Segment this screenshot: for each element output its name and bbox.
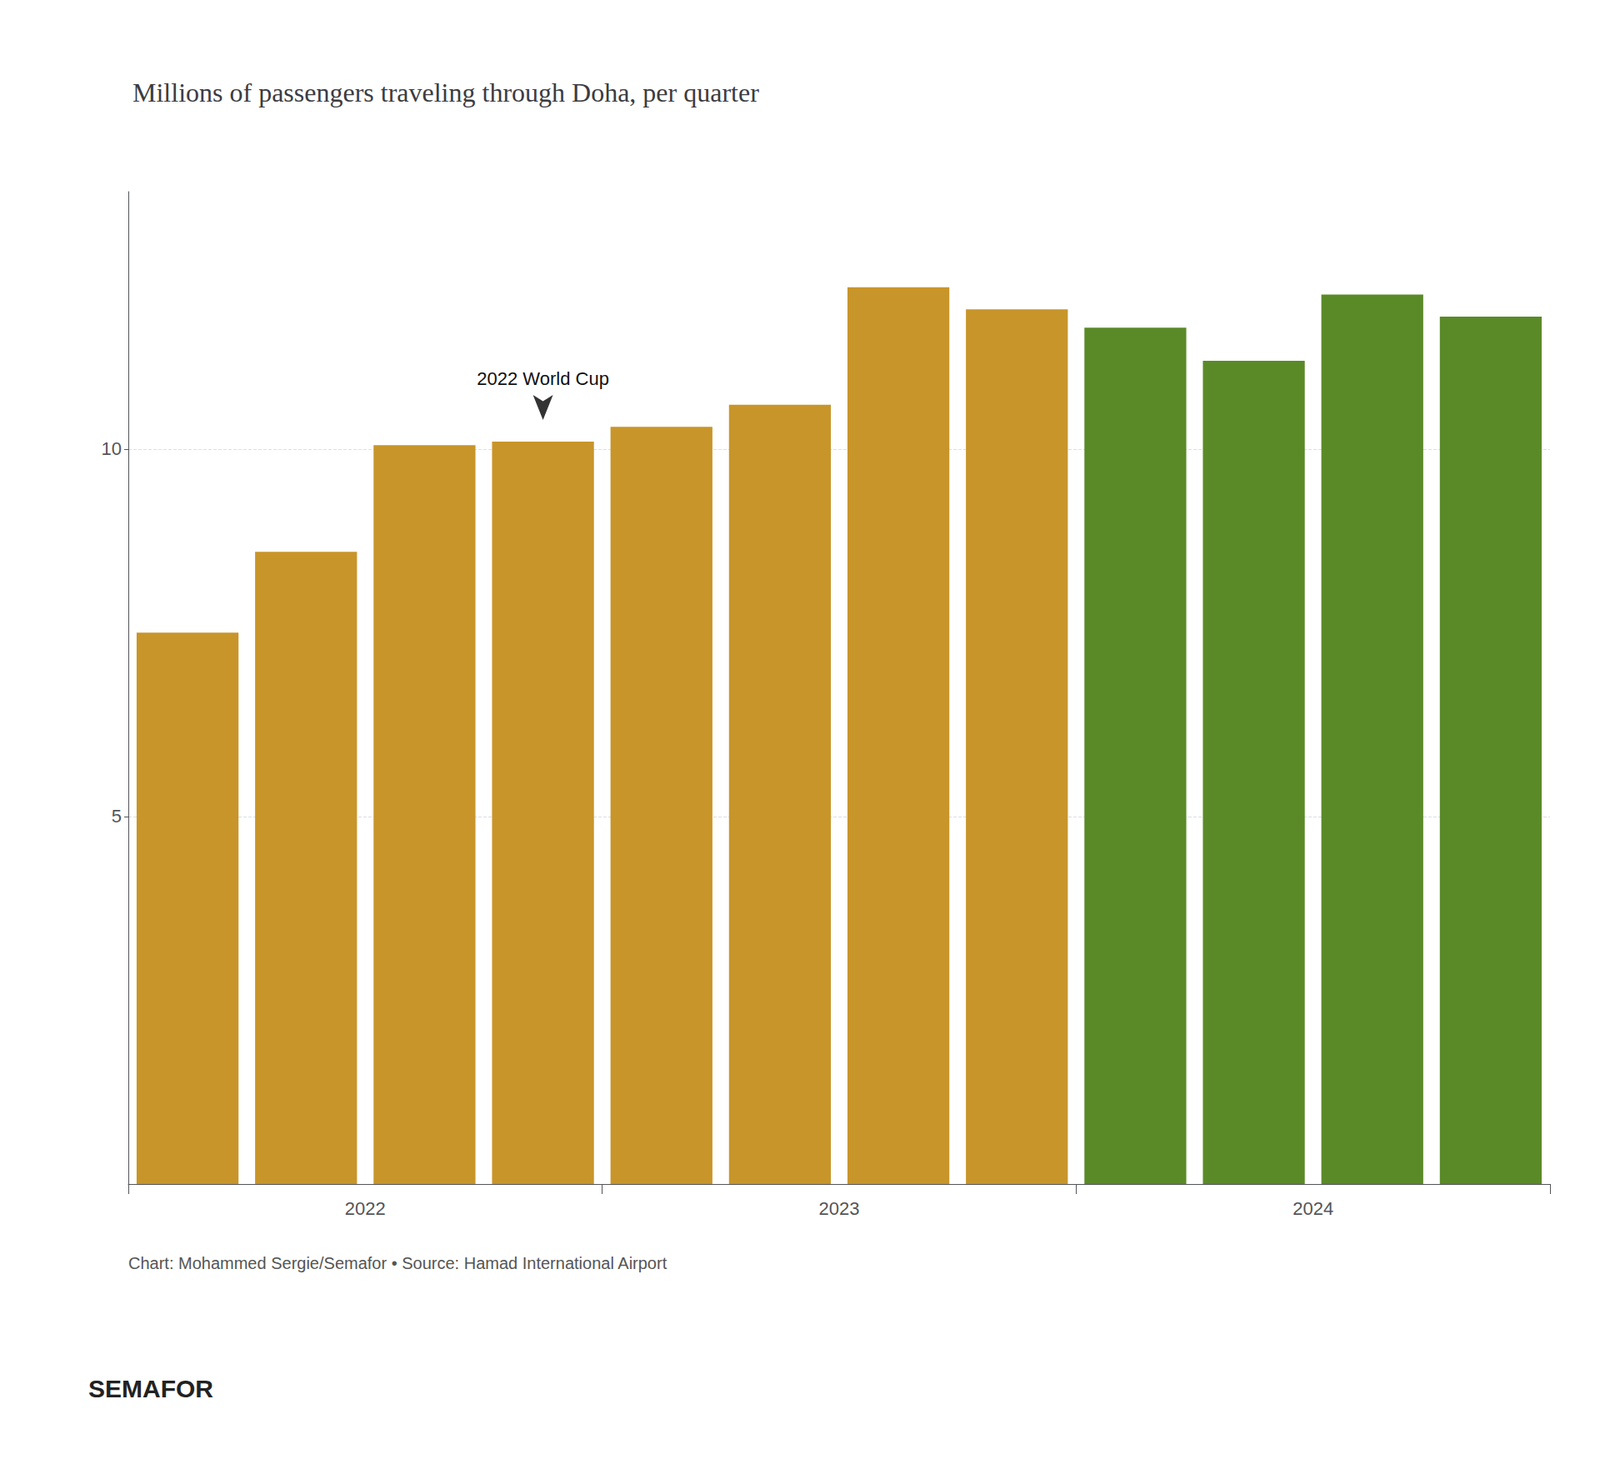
svg-text:Chart: Mohammed Sergie/Semafor: Chart: Mohammed Sergie/Semafor • Source:… (128, 1254, 668, 1273)
svg-text:5: 5 (111, 805, 122, 827)
svg-text:SEMAFOR: SEMAFOR (88, 1375, 214, 1403)
svg-text:2024: 2024 (1292, 1198, 1334, 1220)
svg-text:Millions of passengers traveli: Millions of passengers traveling through… (132, 77, 760, 108)
svg-text:2022 World Cup: 2022 World Cup (476, 368, 610, 390)
svg-text:2023: 2023 (819, 1198, 860, 1220)
svg-text:10: 10 (101, 438, 122, 460)
svg-text:2022: 2022 (345, 1198, 386, 1220)
